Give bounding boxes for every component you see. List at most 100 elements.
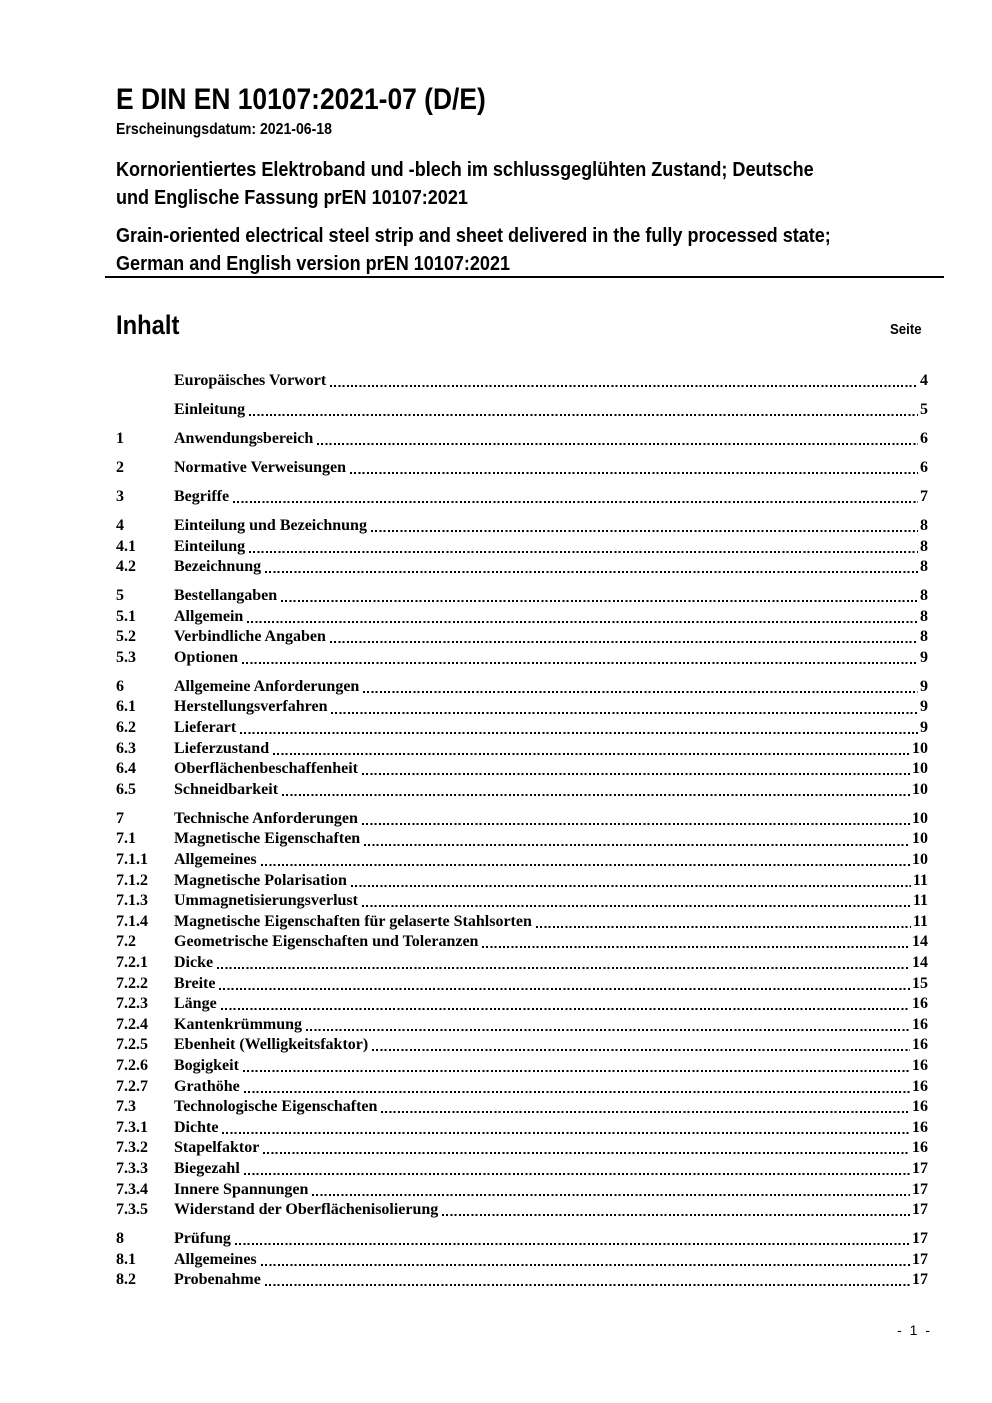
dotted-leader xyxy=(273,752,910,755)
toc-entry-number: 7.1.1 xyxy=(116,851,148,868)
dotted-leader xyxy=(243,1090,910,1093)
toc-entry-page: 16 xyxy=(912,1056,928,1074)
toc-entry-number: 7.3.4 xyxy=(116,1180,148,1198)
toc-entry-number: 5 xyxy=(116,587,124,605)
dotted-leader xyxy=(330,385,918,388)
toc-row: 5.1 Allgemein 8 xyxy=(116,607,928,628)
toc-entry-label: Widerstand der Oberflächenisolierung xyxy=(174,1201,439,1219)
toc-entry-label: Kantenkrümmung xyxy=(174,1015,303,1033)
toc-entry-number: 7.2.1 xyxy=(116,953,148,971)
toc-row: 6.2 Lieferart 9 xyxy=(116,718,928,739)
toc-list: Europäisches Vorwort 4 Einleitung 5 1 An… xyxy=(116,371,928,1291)
toc-entry-number: 6.1 xyxy=(116,698,136,716)
toc-row: 7.1.3 Ummagnetisierungsverlust 11 xyxy=(116,891,928,912)
title-en-line-2: German and English version prEN 10107:20… xyxy=(116,252,511,275)
toc-entry-page: 8 xyxy=(920,628,928,646)
toc-entry-page: 17 xyxy=(912,1201,928,1219)
toc-row: 7.2.3 Länge 16 xyxy=(116,994,928,1015)
toc-entry-label: Prüfung xyxy=(174,1230,231,1248)
toc-row: 8.1 Allgemeines 17 xyxy=(116,1250,928,1271)
toc-row: 7.2.1 Dicke 14 xyxy=(116,953,928,974)
toc-entry-page: 11 xyxy=(912,912,928,930)
toc-row: 7.1.4 Magnetische Eigenschaften für gela… xyxy=(116,912,928,933)
toc-entry-number: 6.5 xyxy=(116,780,136,798)
toc-row: 7.1.2 Magnetische Polarisation 11 xyxy=(116,871,928,892)
toc-entry-page: 16 xyxy=(912,1118,928,1136)
publication-date-text: Erscheinungsdatum: 2021-06-18 xyxy=(116,121,332,138)
toc-entry-page: 8 xyxy=(920,587,928,605)
document-title-german: Kornorientiertes Elektroband und -blech … xyxy=(116,156,909,212)
toc-entry-page: 10 xyxy=(912,739,928,757)
toc-row: 7.2.4 Kantenkrümmung 16 xyxy=(116,1015,928,1036)
toc-row: 5 Bestellangaben 8 xyxy=(116,586,928,607)
toc-page-column-label: Seite xyxy=(890,321,926,338)
dotted-leader xyxy=(442,1214,910,1217)
toc-entry-number: 5.1 xyxy=(116,607,136,625)
toc-entry-page: 16 xyxy=(912,1015,928,1033)
toc-entry-number: 8.2 xyxy=(116,1271,136,1289)
toc-entry-label: Lieferzustand xyxy=(174,739,270,757)
toc-entry-number: 6.4 xyxy=(116,760,136,778)
toc-entry-label: Bogigkeit xyxy=(174,1056,239,1074)
toc-entry-label: Bestellangaben xyxy=(174,587,278,605)
toc-entry-label: Einleitung xyxy=(174,400,246,418)
toc-row: 6.3 Lieferzustand 10 xyxy=(116,739,928,760)
toc-entry-page: 14 xyxy=(912,953,928,971)
toc-row: 6.5 Schneidbarkeit 10 xyxy=(116,780,928,801)
toc-row: 4.1 Einteilung 8 xyxy=(116,537,928,558)
dotted-leader xyxy=(363,690,918,693)
toc-entry-number: 7.1 xyxy=(116,830,136,848)
dotted-leader xyxy=(233,501,918,504)
toc-row: 7.3.2 Stapelfaktor 16 xyxy=(116,1138,928,1159)
toc-row: 7.1.1 Allgemeines 10 xyxy=(116,850,928,871)
toc-entry-label: Schneidbarkeit xyxy=(174,780,279,798)
toc-entry-label: Einteilung xyxy=(174,537,246,555)
dotted-leader xyxy=(260,1263,910,1266)
toc-entry-label: Stapelfaktor xyxy=(174,1139,260,1157)
toc-entry-page: 11 xyxy=(912,892,928,910)
toc-entry-page: 10 xyxy=(912,780,928,798)
toc-entry-number: 6.2 xyxy=(116,719,136,737)
toc-entry-label: Breite xyxy=(174,974,216,992)
dotted-leader xyxy=(329,641,918,644)
toc-row: Einleitung 5 xyxy=(116,400,928,421)
toc-entry-number: 7.2.2 xyxy=(116,974,148,992)
doc-number-title: E DIN EN 10107:2021-07 (D/E) xyxy=(116,84,536,116)
toc-entry-page: 9 xyxy=(920,677,928,695)
toc-entry-page: 17 xyxy=(912,1271,928,1289)
toc-row: 2 Normative Verweisungen 6 xyxy=(116,458,928,479)
toc-entry-label: Herstellungsverfahren xyxy=(174,698,328,716)
dotted-leader xyxy=(249,550,918,553)
dotted-leader xyxy=(306,1028,910,1031)
toc-entry-label: Länge xyxy=(174,995,217,1013)
toc-entry-number: 7.1.3 xyxy=(116,892,148,910)
toc-entry-page: 16 xyxy=(912,1077,928,1095)
toc-entry-number: 7.1.4 xyxy=(116,912,148,930)
toc-entry-number: 7 xyxy=(116,809,124,827)
toc-entry-label: Ummagnetisierungsverlust xyxy=(174,892,358,910)
toc-entry-page: 17 xyxy=(912,1250,928,1268)
toc-entry-number: 7.2.4 xyxy=(116,1015,148,1033)
dotted-leader xyxy=(281,600,918,603)
dotted-leader xyxy=(535,925,911,928)
dotted-leader xyxy=(240,732,918,735)
dotted-leader xyxy=(349,472,918,475)
toc-entry-page: 8 xyxy=(920,558,928,576)
toc-entry-page: 14 xyxy=(912,933,928,951)
toc-entry-label: Begriffe xyxy=(174,487,230,505)
toc-row: 7.3.1 Dichte 16 xyxy=(116,1118,928,1139)
toc-entry-number: 7.2.6 xyxy=(116,1056,148,1074)
toc-entry-page: 8 xyxy=(920,516,928,534)
toc-entry-number: 7.1.2 xyxy=(116,871,148,889)
toc-row: 4 Einteilung und Bezeichnung 8 xyxy=(116,516,928,537)
toc-entry-label: Allgemeines xyxy=(174,851,257,868)
toc-entry-page: 16 xyxy=(912,995,928,1013)
dotted-leader xyxy=(265,571,918,574)
toc-heading-text: Inhalt xyxy=(116,310,180,340)
toc-entry-number: 7.3.1 xyxy=(116,1118,148,1136)
toc-entry-label: Verbindliche Angaben xyxy=(174,628,326,646)
toc-entry-page: 8 xyxy=(920,607,928,625)
toc-entry-label: Allgemeine Anforderungen xyxy=(174,677,360,695)
toc-entry-label: Einteilung und Bezeichnung xyxy=(174,516,367,534)
